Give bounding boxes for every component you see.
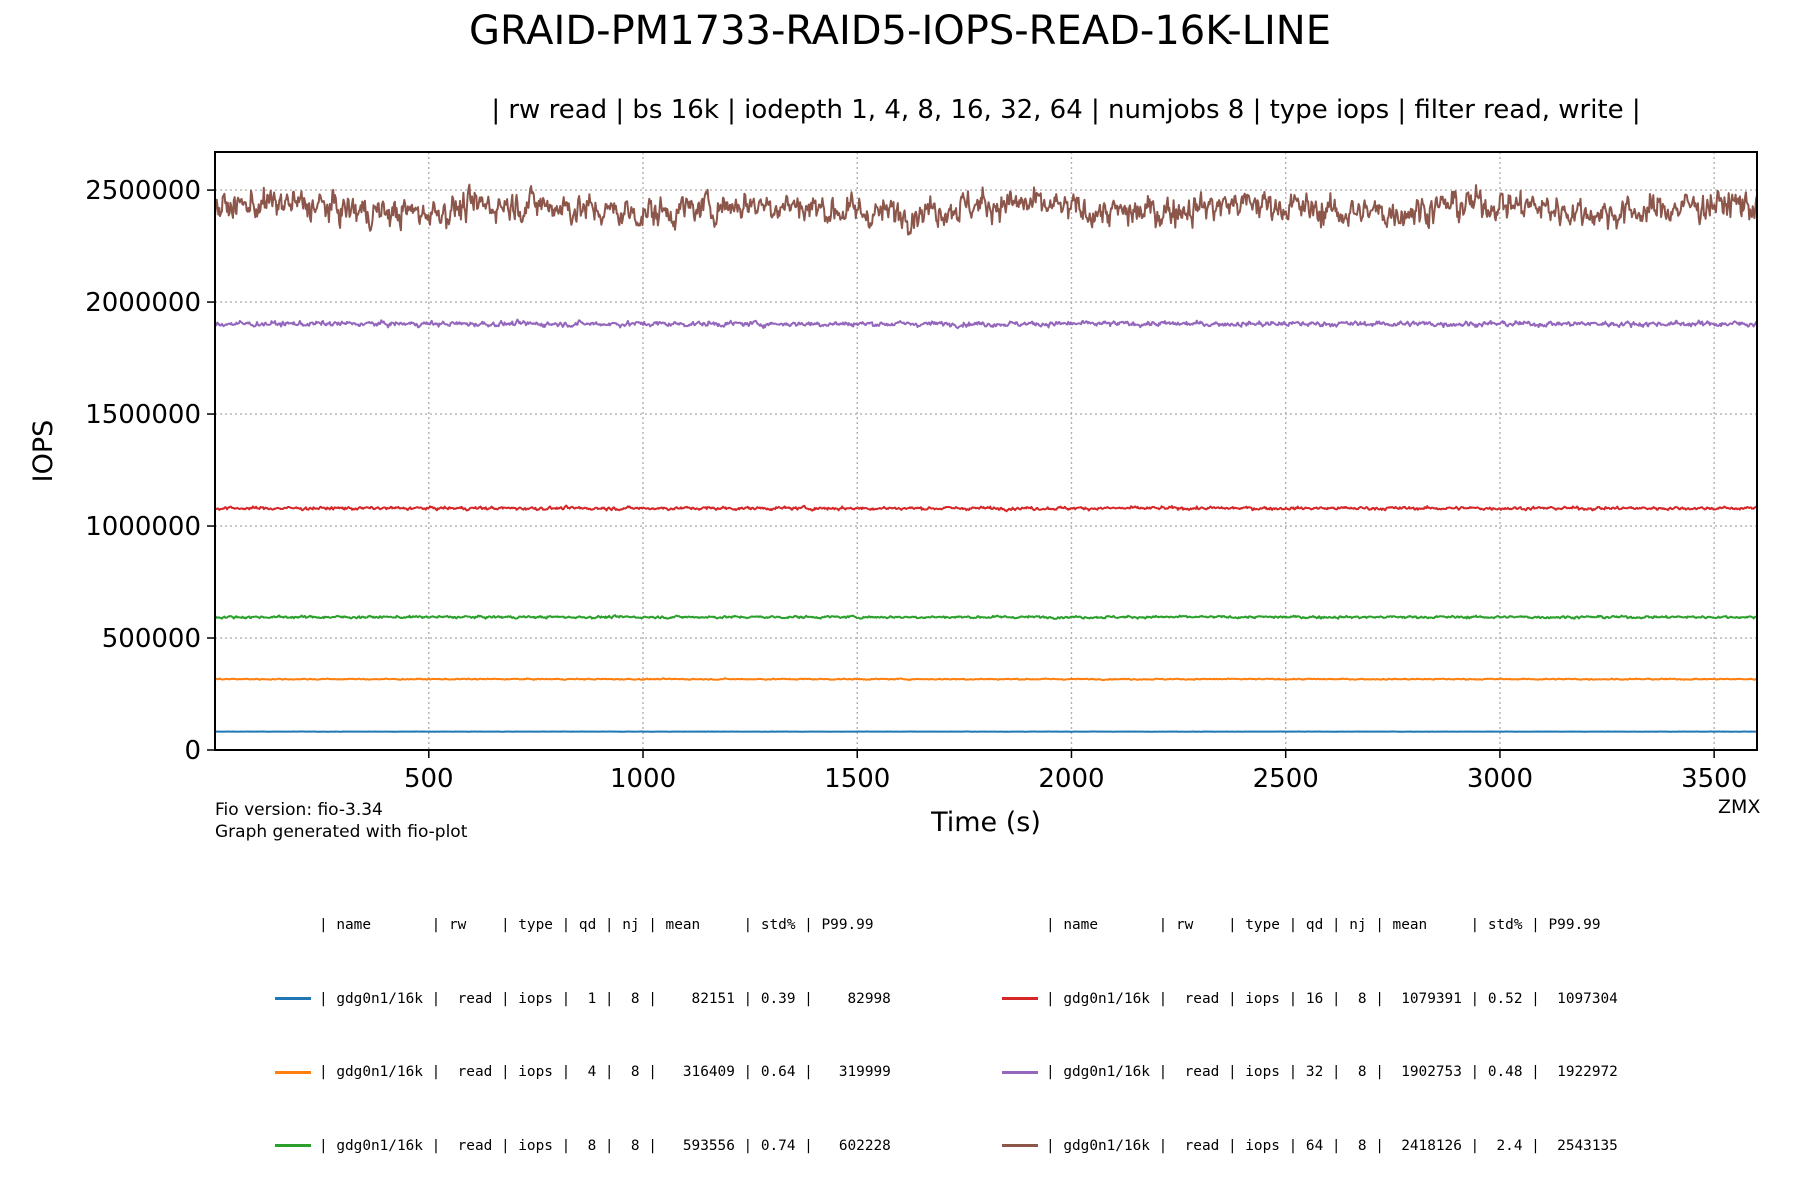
x-tick-label: 500 [404, 764, 454, 794]
y-tick-label: 2000000 [85, 288, 201, 318]
y-axis-label: IOPS [28, 420, 59, 483]
legend-right: | name | rw | type | qd | nj | mean | st… [1002, 864, 1618, 1183]
legend-entry-qd8: | gdg0n1/16k | read | iops | 8 | 8 | 593… [275, 1134, 891, 1159]
x-tick-label: 2500 [1253, 764, 1319, 794]
y-tick-label: 1500000 [85, 400, 201, 430]
legend-entry-qd64: | gdg0n1/16k | read | iops | 64 | 8 | 24… [1002, 1134, 1618, 1159]
x-tick-label: 2000 [1038, 764, 1104, 794]
line-chart: 500 1000 1500 2000 2500 3000 3500 0 500000 100000… [0, 0, 1800, 1000]
series-line-3 [215, 506, 1757, 512]
fio-version-note: Fio version: fio-3.34 [215, 800, 383, 820]
legend-swatch [275, 1071, 311, 1074]
x-axis-label: Time (s) [930, 807, 1041, 838]
legend-left: | name | rw | type | qd | nj | mean | st… [275, 864, 891, 1183]
x-tick-label: 3500 [1681, 764, 1747, 794]
legend-header: | name | rw | type | qd | nj | mean | st… [275, 913, 891, 938]
x-tick-label: 3000 [1467, 764, 1533, 794]
watermark: ZMX [1718, 796, 1760, 818]
series-line-4 [215, 320, 1757, 329]
legend-swatch [275, 1144, 311, 1147]
plot-frame [215, 152, 1757, 750]
legend-swatch [1002, 1071, 1038, 1074]
series-line-2 [215, 615, 1757, 619]
fio-plot-note: Graph generated with fio-plot [215, 822, 467, 842]
y-tick-label: 2500000 [85, 176, 201, 206]
y-tick-label: 1000000 [85, 512, 201, 542]
series-line-5 [215, 185, 1757, 235]
legend-swatch [1002, 1144, 1038, 1147]
y-tick-label: 500000 [102, 624, 201, 654]
legend-entry-qd16: | gdg0n1/16k | read | iops | 16 | 8 | 10… [1002, 987, 1618, 1012]
x-tick-label: 1500 [824, 764, 890, 794]
series-line-1 [215, 678, 1757, 680]
legend-header: | name | rw | type | qd | nj | mean | st… [1002, 913, 1618, 938]
y-tick-label: 0 [184, 736, 201, 766]
legend-entry-qd4: | gdg0n1/16k | read | iops | 4 | 8 | 316… [275, 1060, 891, 1085]
legend-entry-qd32: | gdg0n1/16k | read | iops | 32 | 8 | 19… [1002, 1060, 1618, 1085]
x-tick-label: 1000 [610, 764, 676, 794]
legend-entry-qd1: | gdg0n1/16k | read | iops | 1 | 8 | 821… [275, 987, 891, 1012]
